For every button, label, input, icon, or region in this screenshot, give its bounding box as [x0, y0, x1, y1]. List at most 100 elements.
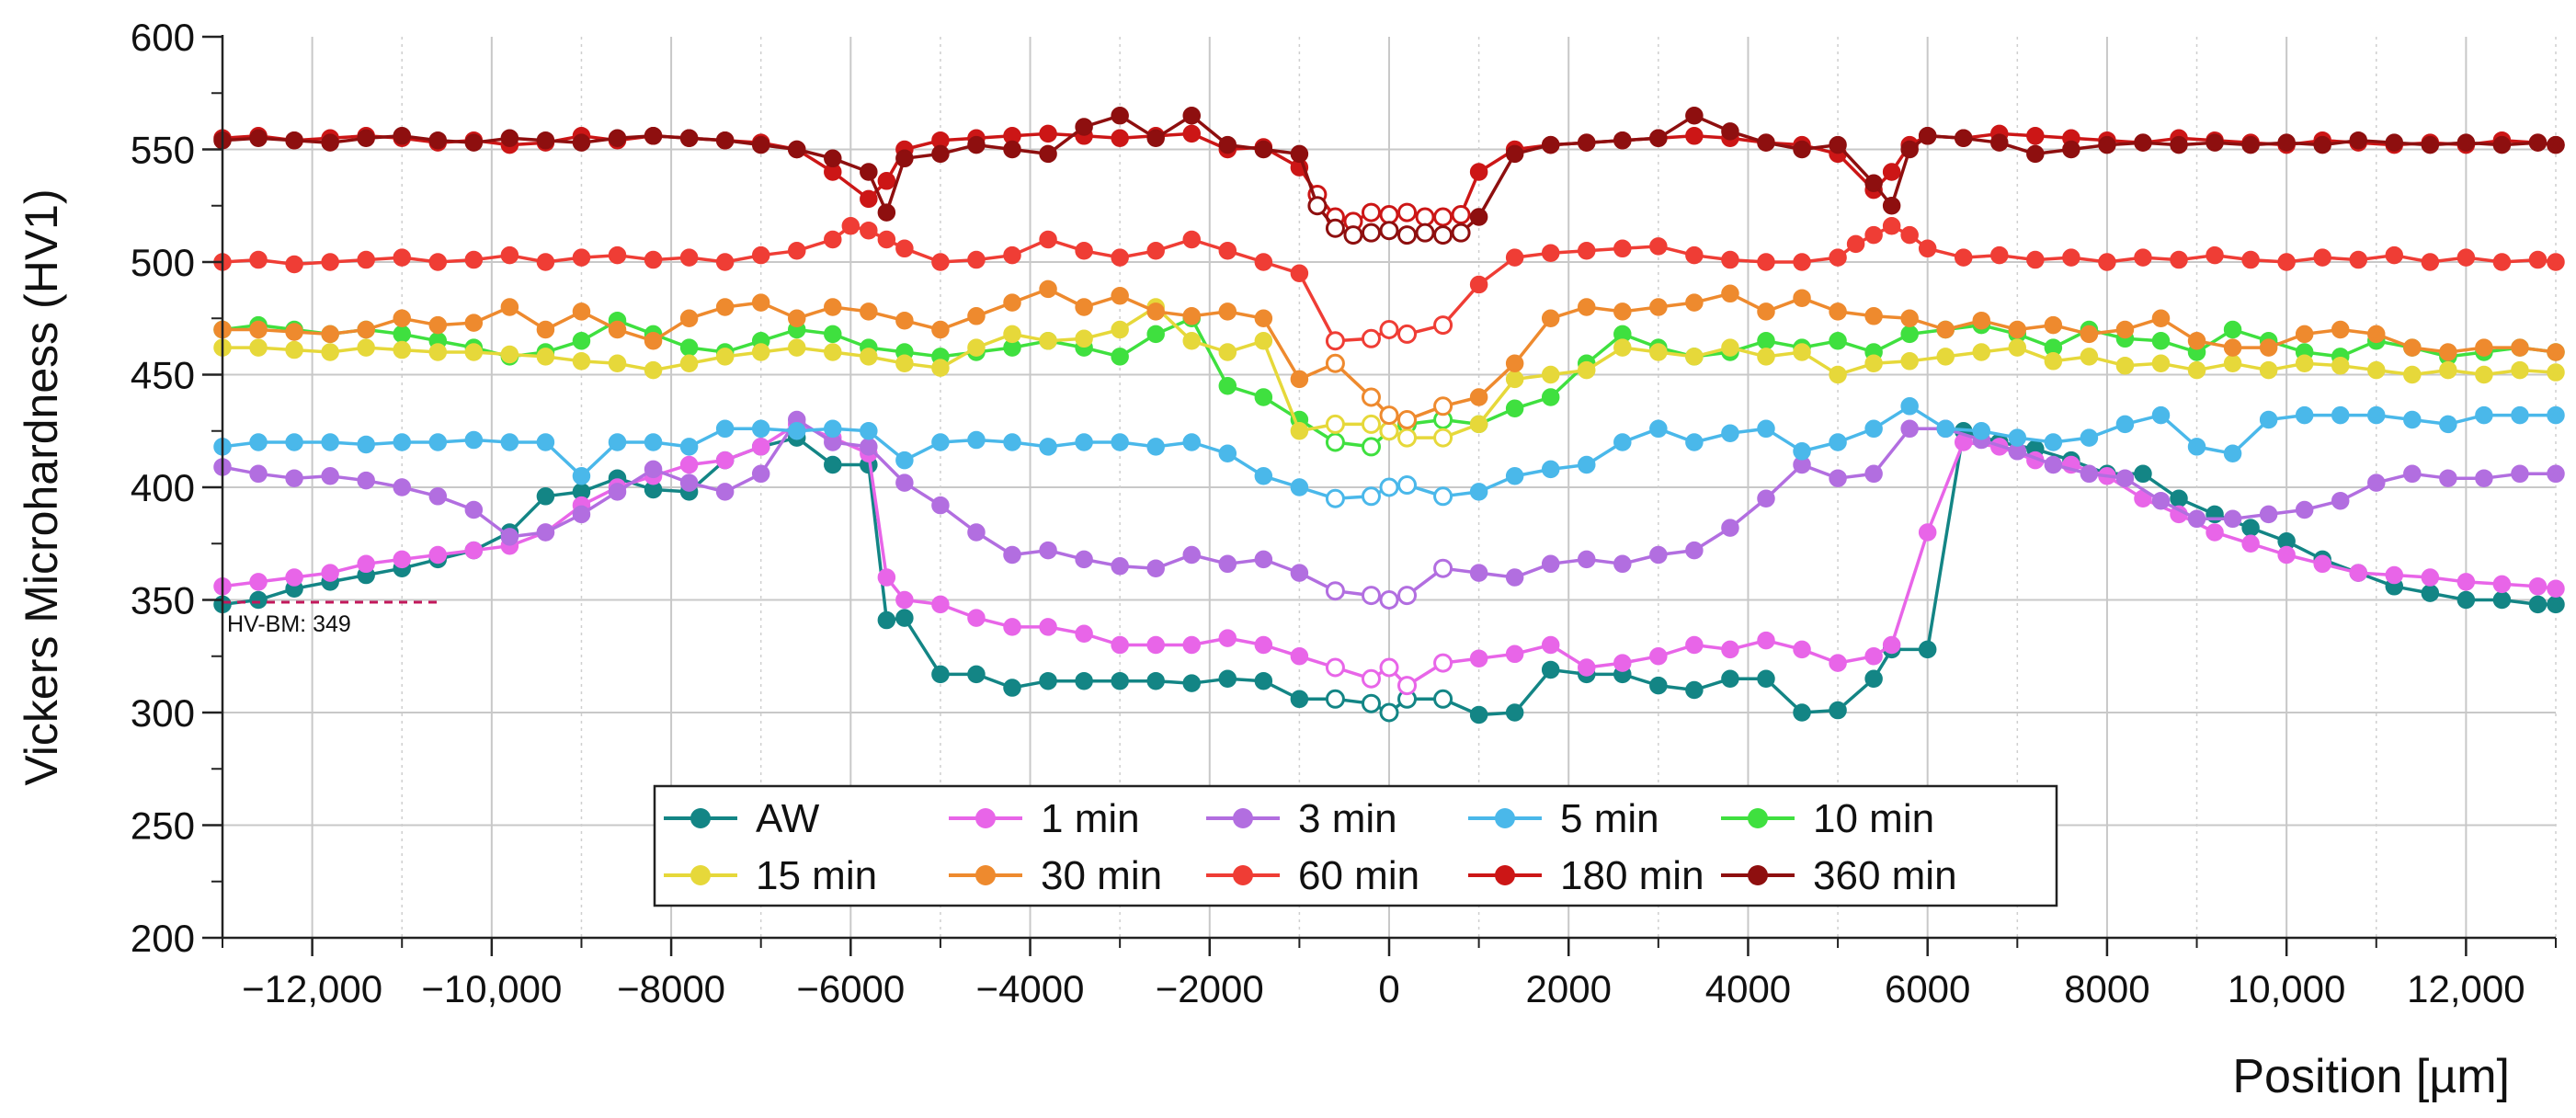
data-point	[2421, 253, 2440, 271]
data-point	[1182, 433, 1201, 451]
data-point	[1918, 523, 1937, 542]
data-point	[824, 298, 842, 316]
data-point	[1541, 660, 1560, 679]
legend-label: 1 min	[1041, 796, 1140, 841]
y-tick-label: 500	[131, 241, 195, 284]
data-point	[2115, 469, 2135, 487]
data-point	[2008, 428, 2027, 447]
data-point	[2331, 320, 2350, 339]
data-point	[2511, 405, 2529, 425]
data-point	[1793, 289, 1811, 307]
data-point	[572, 467, 591, 485]
data-point	[2492, 253, 2512, 271]
data-point	[679, 354, 699, 372]
data-point	[2151, 309, 2171, 327]
data-point	[787, 242, 806, 260]
data-point	[1218, 377, 1237, 395]
data-point	[2439, 469, 2457, 487]
data-point	[1003, 293, 1021, 312]
data-point	[2511, 338, 2529, 357]
data-point	[2528, 250, 2548, 269]
data-point	[2098, 253, 2116, 271]
data-point	[1541, 554, 1560, 574]
data-point	[1829, 469, 1847, 487]
data-point	[895, 609, 914, 627]
data-point	[860, 221, 878, 240]
data-point	[679, 473, 699, 492]
data-point	[1075, 550, 1093, 569]
data-point	[1361, 437, 1381, 457]
data-point	[860, 348, 878, 366]
data-point	[1379, 205, 1399, 225]
data-point	[1361, 693, 1381, 713]
data-point	[1505, 467, 1524, 485]
data-point	[1415, 222, 1435, 243]
data-point	[895, 590, 914, 610]
data-point	[2492, 590, 2512, 610]
data-point	[1039, 230, 1057, 249]
data-point	[895, 354, 914, 372]
data-point	[715, 483, 735, 501]
legend-label: 30 min	[1041, 853, 1162, 898]
data-point	[1829, 365, 1847, 384]
data-point	[2259, 360, 2278, 380]
data-point	[1146, 671, 1165, 690]
data-point	[1864, 464, 1883, 484]
legend-swatch-marker	[975, 808, 996, 828]
data-point	[1936, 419, 1955, 439]
data-point	[249, 129, 268, 147]
data-point	[1721, 519, 1739, 537]
data-point	[1397, 428, 1418, 448]
data-point	[1397, 410, 1418, 429]
data-point	[1182, 307, 1201, 325]
data-point	[2026, 127, 2045, 145]
data-point	[1146, 302, 1165, 321]
data-point	[1578, 298, 1596, 316]
data-point	[1864, 225, 1883, 245]
data-point	[1254, 140, 1273, 159]
data-point	[1685, 433, 1704, 451]
data-point	[1218, 135, 1237, 154]
data-point	[2456, 573, 2476, 591]
data-point	[1649, 343, 1668, 361]
data-point	[1379, 320, 1399, 339]
data-point	[877, 610, 896, 630]
data-point	[1793, 253, 1811, 271]
data-point	[1972, 311, 1991, 330]
data-point	[1649, 129, 1668, 147]
data-point	[1972, 343, 1991, 361]
data-point	[1182, 674, 1201, 692]
data-point	[357, 320, 375, 339]
data-point	[1900, 352, 1919, 371]
data-point	[1111, 320, 1129, 339]
data-point	[1972, 422, 1991, 440]
data-point	[321, 343, 339, 361]
data-point	[249, 573, 268, 591]
data-point	[1793, 140, 1811, 159]
data-point	[285, 340, 303, 359]
data-point	[2349, 564, 2367, 582]
data-point	[2385, 565, 2404, 585]
data-point	[931, 595, 950, 614]
axes: 200 250 300 350 400 450 500 550 600 −12,000 −10,00…	[131, 16, 2557, 1010]
x-tick-label: 4000	[1705, 967, 1791, 1010]
legend-swatch-marker	[1748, 865, 1768, 885]
data-point	[1990, 245, 2009, 265]
data-point	[608, 483, 627, 501]
data-point	[1864, 419, 1883, 439]
data-point	[321, 325, 339, 344]
data-point	[464, 500, 484, 519]
data-point	[393, 433, 411, 451]
data-point	[1379, 421, 1399, 441]
data-point	[2206, 133, 2224, 152]
data-point	[1793, 442, 1811, 461]
data-point	[500, 433, 519, 451]
data-point	[1290, 422, 1309, 440]
data-point	[464, 343, 484, 361]
y-tick-label: 350	[131, 579, 195, 622]
data-point	[1361, 222, 1381, 243]
data-point	[2241, 135, 2260, 154]
data-point	[824, 149, 842, 168]
